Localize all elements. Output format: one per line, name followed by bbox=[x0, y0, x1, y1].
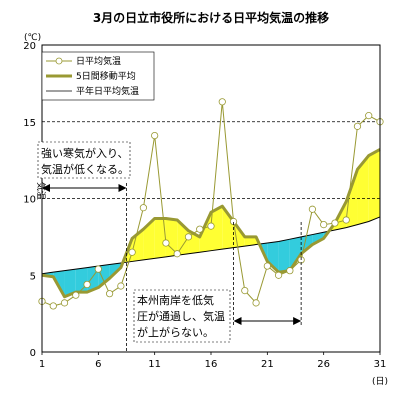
fill-above-normal-16 bbox=[222, 206, 234, 250]
legend-label-moving-avg: 5日間移動平均 bbox=[76, 70, 136, 82]
daily-point-23 bbox=[286, 267, 294, 275]
y-axis-label: 気温 bbox=[35, 182, 47, 200]
daily-point-3 bbox=[60, 299, 69, 307]
daily-point-13 bbox=[173, 250, 181, 258]
y-unit: (℃) bbox=[24, 33, 41, 43]
daily-point-12 bbox=[162, 239, 170, 247]
y-tick-label-15: 15 bbox=[23, 118, 36, 129]
daily-point-2 bbox=[49, 302, 57, 310]
y-tick-label-10: 10 bbox=[23, 195, 36, 206]
fill-above-normal-9 bbox=[143, 218, 155, 260]
daily-point-30 bbox=[365, 112, 373, 120]
daily-point-29 bbox=[353, 122, 362, 130]
data-points bbox=[38, 98, 384, 310]
annotation-low-pressure: 本州南岸を低気 圧が通過し、気温 が上がらない。 bbox=[133, 222, 302, 343]
fill-above-normal-27 bbox=[346, 169, 358, 228]
fill-above-normal-18 bbox=[244, 236, 257, 247]
daily-point-4 bbox=[72, 291, 80, 299]
y-tick-label-0: 0 bbox=[30, 348, 36, 359]
x-tick-label-6: 6 bbox=[95, 359, 101, 370]
chart-title: 3月の日立市役所における日平均気温の推移 bbox=[93, 10, 329, 25]
annotation-cold-air-line-2: 気温が低くなる。 bbox=[41, 162, 129, 176]
fill-above-normal-15 bbox=[211, 206, 223, 251]
x-tick-label-21: 21 bbox=[261, 359, 274, 370]
daily-point-22 bbox=[274, 271, 283, 279]
daily-point-19 bbox=[241, 286, 249, 295]
y-tick-labels: 0 5 10 15 20 bbox=[23, 41, 36, 359]
daily-point-8 bbox=[117, 282, 125, 290]
fill-below-normal-2 bbox=[64, 269, 76, 297]
x-unit: (日) bbox=[372, 376, 388, 387]
daily-point-28 bbox=[342, 216, 350, 224]
fill-below-normal-22 bbox=[289, 236, 302, 271]
y-tick-label-20: 20 bbox=[23, 41, 36, 52]
y-tick-label-5: 5 bbox=[30, 271, 36, 282]
x-tick-label-31: 31 bbox=[374, 359, 387, 370]
daily-point-11 bbox=[151, 131, 159, 140]
daily-point-14 bbox=[184, 233, 193, 241]
fill-above-normal-11 bbox=[165, 218, 178, 257]
daily-point-7 bbox=[106, 290, 114, 298]
grid-lines bbox=[42, 121, 380, 199]
annotation-low-pressure-box bbox=[133, 289, 231, 343]
fill-above-normal-14 bbox=[199, 212, 211, 253]
daily-point-21 bbox=[263, 262, 271, 270]
fill-below-normal-20 bbox=[267, 241, 279, 273]
x-tick-label-26: 26 bbox=[317, 359, 330, 370]
daily-point-5 bbox=[83, 280, 91, 289]
daily-point-17 bbox=[218, 98, 226, 106]
daily-point-20 bbox=[252, 299, 260, 307]
fill-above-normal-28 bbox=[357, 155, 369, 225]
annotation-cold-air-box bbox=[37, 141, 131, 179]
x-tick-label-11: 11 bbox=[148, 359, 161, 370]
daily-point-16 bbox=[207, 222, 215, 230]
annotation-low-pressure-line-1: 本州南岸を低気 bbox=[137, 293, 214, 307]
daily-point-26 bbox=[320, 220, 328, 229]
annotation-low-pressure-line-2: 圧が通過し、気温 bbox=[137, 309, 225, 323]
x-tick-label-1: 1 bbox=[39, 359, 45, 370]
legend-label-normal: 平年日平均気温 bbox=[76, 85, 139, 97]
fill-below-normal-3 bbox=[75, 267, 88, 293]
series-moving-average-line bbox=[41, 148, 381, 299]
x-tick-label-16: 16 bbox=[205, 359, 218, 370]
daily-point-15 bbox=[196, 225, 204, 233]
daily-point-9 bbox=[128, 248, 136, 256]
annotation-cold-air: 強い寒気が入り、 気温が低くなる。 bbox=[37, 141, 131, 352]
fill-below-normal-21 bbox=[278, 239, 290, 273]
daily-point-10 bbox=[139, 204, 147, 212]
fill-above-normal-10 bbox=[154, 218, 166, 259]
daily-point-25 bbox=[308, 205, 316, 213]
daily-point-6 bbox=[94, 265, 102, 273]
annotation-low-pressure-line-3: が上がらない。 bbox=[137, 325, 214, 339]
legend-label-daily: 日平均気温 bbox=[76, 55, 121, 67]
daily-point-27 bbox=[331, 219, 339, 227]
legend: 日平均気温 5日間移動平均 平年日平均気温 bbox=[41, 51, 155, 101]
legend-marker-daily bbox=[55, 57, 63, 65]
fill-above-normal-29 bbox=[368, 149, 380, 222]
annotation-cold-air-line-1: 強い寒気が入り、 bbox=[41, 146, 129, 160]
x-tick-labels: 1 6 11 16 21 26 31 bbox=[39, 352, 387, 370]
